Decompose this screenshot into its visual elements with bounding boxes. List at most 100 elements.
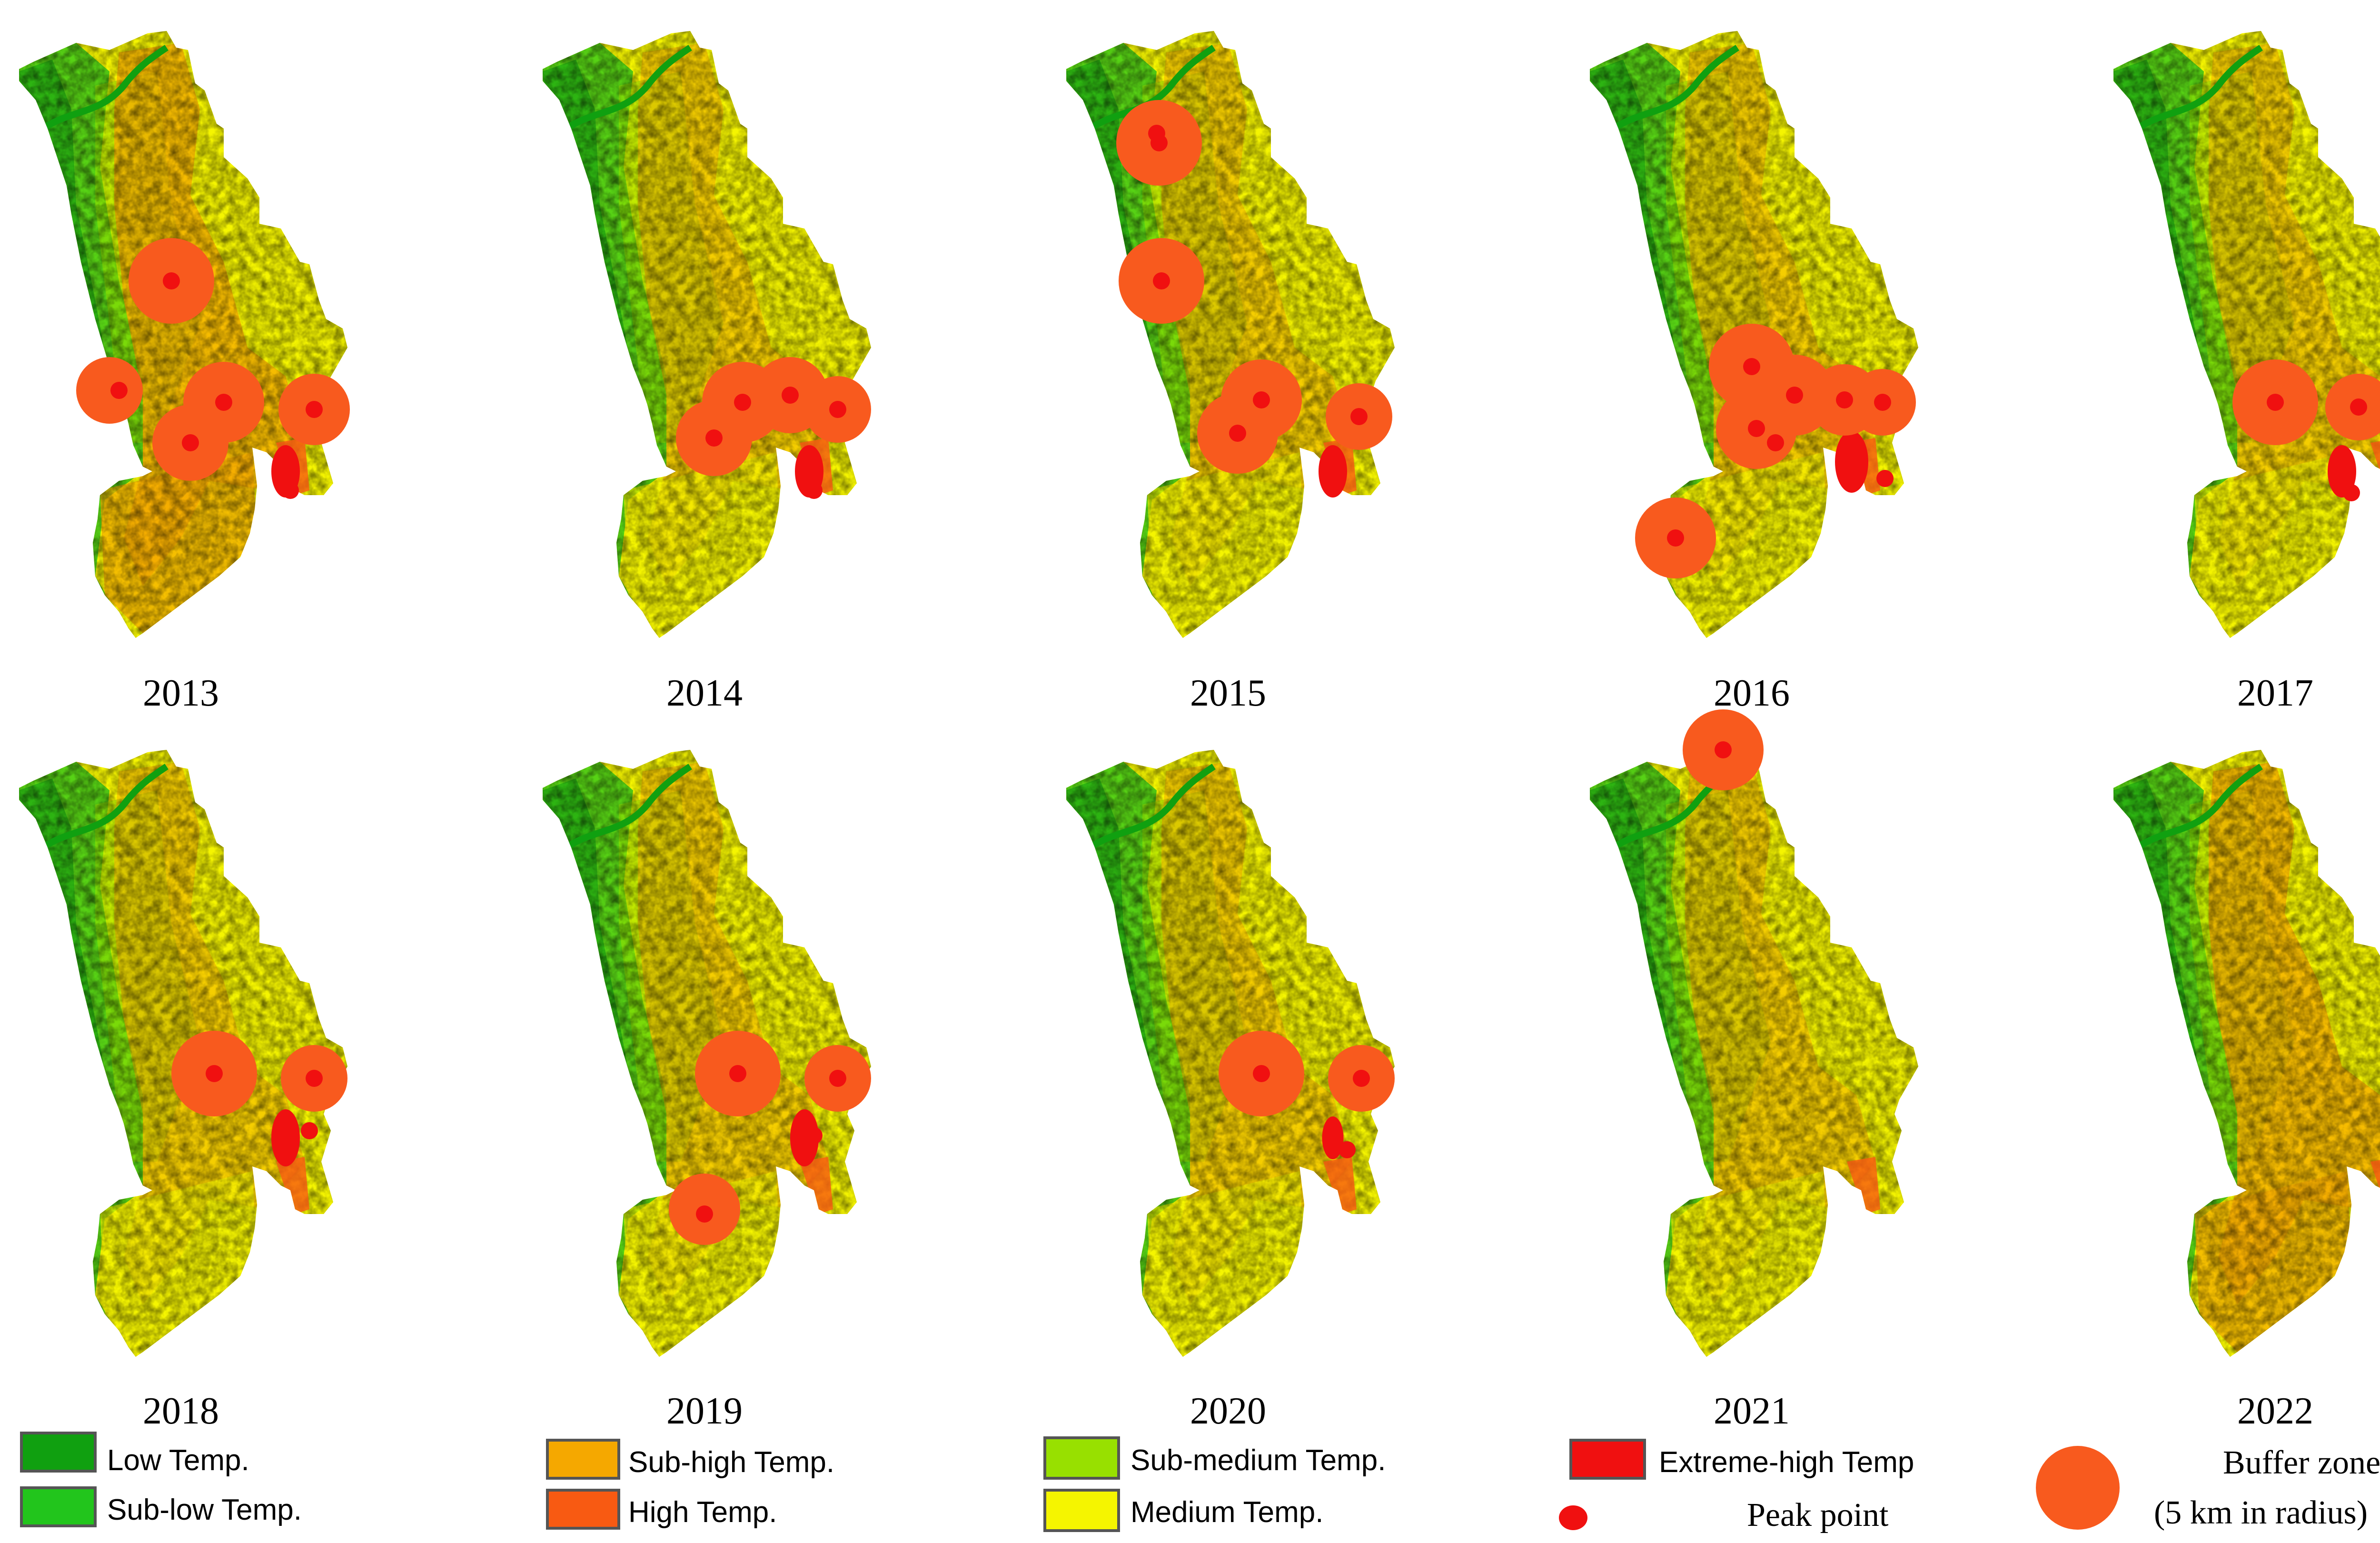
land-surface <box>2113 750 2380 1357</box>
heat-map-2020 <box>1066 750 1395 1357</box>
peak-point <box>2343 484 2360 501</box>
legend-label-buffer-radius: (5 km in radius) <box>2154 1494 2368 1531</box>
peak-point <box>1253 1065 1270 1082</box>
legend-swatch-extreme-high <box>1569 1439 1646 1480</box>
legend-swatch-high <box>546 1489 620 1530</box>
map-year-label: 2015 <box>1190 672 1266 714</box>
land-surface <box>19 31 347 638</box>
peak-point <box>729 1065 746 1082</box>
peak-point <box>1786 387 1803 404</box>
legend-item-extreme-high-temp: Extreme-high Temp <box>1569 1439 1914 1480</box>
legend-swatch-sub-high <box>546 1439 620 1480</box>
peak-point <box>1253 391 1270 408</box>
peak-point <box>282 482 299 499</box>
legend-item-sub-low-temp: Sub-low Temp. <box>20 1486 302 1527</box>
peak-point <box>301 1122 318 1139</box>
legend-item-peak-point: Peak point <box>1559 1497 1889 1533</box>
peak-point <box>110 382 128 399</box>
map-year-label: 2020 <box>1190 1390 1266 1432</box>
map-year-label: 2017 <box>2237 672 2313 714</box>
map-year-label: 2019 <box>666 1390 743 1432</box>
heat-map-2015 <box>1066 31 1395 638</box>
peak-point <box>2267 394 2284 411</box>
legend-label-buffer-zone: Buffer zone <box>2223 1444 2380 1481</box>
legend-item-buffer-zone: Buffer zone (5 km in radius) <box>2036 1444 2380 1531</box>
legend-peak-point-marker <box>1559 1505 1587 1530</box>
legend: Low Temp. Sub-low Temp. Sub-high Temp. H… <box>20 1432 2380 1533</box>
legend-label-low-temp: Low Temp. <box>107 1444 249 1477</box>
peak-point <box>1229 425 1246 442</box>
extreme-hot-spot <box>2328 445 2356 498</box>
peak-point <box>1339 1141 1356 1158</box>
peak-point <box>734 394 751 411</box>
map-year-label: 2021 <box>1714 1390 1790 1432</box>
peak-point <box>163 272 180 289</box>
legend-label-sub-medium-temp: Sub-medium Temp. <box>1130 1444 1386 1477</box>
legend-label-high-temp: High Temp. <box>628 1496 777 1529</box>
extreme-hot-spot <box>790 1109 819 1166</box>
peak-point <box>805 482 823 499</box>
extreme-hot-spot <box>271 1109 300 1166</box>
legend-label-sub-low-temp: Sub-low Temp. <box>107 1493 302 1526</box>
legend-label-sub-high-temp: Sub-high Temp. <box>628 1446 834 1479</box>
map-year-label: 2014 <box>666 672 743 714</box>
heat-map-2022 <box>2113 750 2380 1357</box>
peak-point <box>215 394 232 411</box>
map-year-label: 2022 <box>2237 1390 2313 1432</box>
peak-point <box>1876 470 1894 487</box>
heat-map-2018 <box>19 750 347 1357</box>
peak-point <box>206 1065 223 1082</box>
land-surface <box>543 31 871 638</box>
peak-point <box>306 1070 323 1087</box>
peak-point <box>829 1070 846 1087</box>
legend-swatch-sub-low <box>20 1486 97 1527</box>
heat-map-2021 <box>1590 709 1918 1357</box>
legend-swatch-low <box>20 1432 97 1473</box>
heat-map-2017 <box>2113 31 2380 638</box>
heat-map-2014 <box>543 31 871 638</box>
peak-point <box>1148 125 1165 142</box>
peak-point <box>1667 529 1684 547</box>
legend-item-sub-high-temp: Sub-high Temp. <box>546 1439 834 1480</box>
peak-point <box>1748 420 1765 437</box>
peak-point <box>1874 394 1891 411</box>
buffer-zone <box>76 357 143 424</box>
land-surface <box>1066 31 1395 638</box>
peak-point <box>805 1127 823 1144</box>
peak-point <box>782 387 799 404</box>
map-year-label: 2016 <box>1714 672 1790 714</box>
peak-point <box>705 429 723 447</box>
legend-item-high-temp: High Temp. <box>546 1489 777 1530</box>
legend-label-extreme-high-temp: Extreme-high Temp <box>1659 1446 1914 1479</box>
peak-point <box>1353 1070 1370 1087</box>
peak-point <box>696 1205 713 1223</box>
peak-point <box>1715 741 1732 758</box>
extreme-hot-spot <box>1322 1116 1344 1159</box>
legend-item-sub-medium-temp: Sub-medium Temp. <box>1043 1436 1386 1480</box>
legend-label-medium-temp: Medium Temp. <box>1130 1496 1323 1529</box>
peak-point <box>1350 408 1368 425</box>
peak-point <box>1153 272 1170 289</box>
peak-point <box>1767 434 1784 451</box>
legend-buffer-zone-marker <box>2036 1446 2120 1530</box>
heat-map-2019 <box>543 750 871 1357</box>
legend-swatch-sub-medium <box>1043 1436 1120 1480</box>
extreme-hot-spot <box>1835 431 1868 493</box>
heat-map-2016 <box>1590 31 1918 638</box>
land-surface <box>2113 31 2380 638</box>
legend-label-peak-point: Peak point <box>1747 1497 1889 1533</box>
extreme-hot-spot <box>1319 445 1347 498</box>
map-year-label: 2018 <box>143 1390 219 1432</box>
legend-swatch-medium <box>1043 1489 1120 1532</box>
legend-item-medium-temp: Medium Temp. <box>1043 1489 1323 1532</box>
peak-point <box>306 401 323 418</box>
land-surface <box>1590 750 1918 1357</box>
peak-point <box>1743 358 1760 375</box>
peak-point <box>829 401 846 418</box>
map-year-label: 2013 <box>143 672 219 714</box>
peak-point <box>2350 398 2367 416</box>
peak-point <box>1836 391 1853 408</box>
heat-map-2013 <box>19 31 350 638</box>
peak-point <box>182 434 199 451</box>
